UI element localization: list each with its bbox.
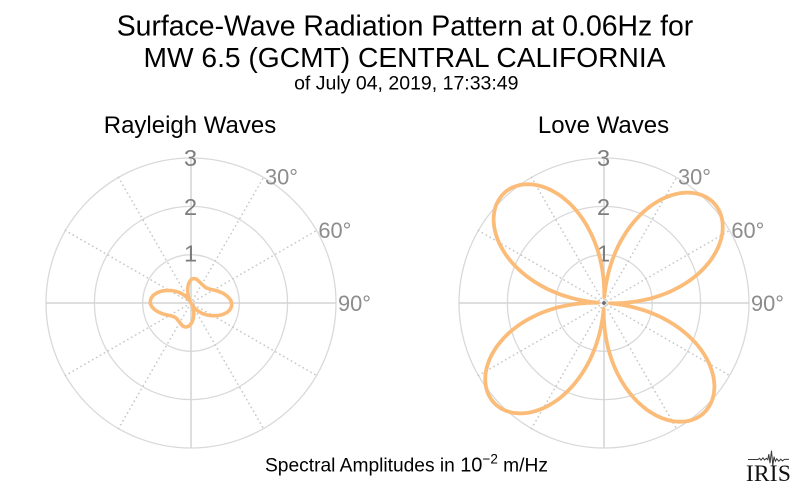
svg-text:30°: 30° bbox=[265, 164, 298, 189]
svg-text:2: 2 bbox=[597, 194, 610, 220]
svg-text:IRIS: IRIS bbox=[746, 461, 791, 487]
svg-text:MW 6.5 (GCMT) CENTRAL CALIFORN: MW 6.5 (GCMT) CENTRAL CALIFORNIA bbox=[143, 41, 665, 73]
svg-text:60°: 60° bbox=[731, 218, 764, 243]
svg-text:of July 04, 2019, 17:33:49: of July 04, 2019, 17:33:49 bbox=[294, 73, 518, 95]
svg-text:90°: 90° bbox=[751, 291, 784, 316]
svg-text:Rayleigh Waves: Rayleigh Waves bbox=[104, 112, 277, 139]
svg-text:60°: 60° bbox=[318, 218, 351, 243]
svg-text:Spectral Amplitudes in 10−2 m/: Spectral Amplitudes in 10−2 m/Hz bbox=[265, 451, 548, 476]
svg-text:Surface-Wave Radiation Pattern: Surface-Wave Radiation Pattern at 0.06Hz… bbox=[117, 11, 694, 43]
svg-text:Love Waves: Love Waves bbox=[538, 112, 669, 139]
svg-text:2: 2 bbox=[184, 194, 197, 220]
svg-text:30°: 30° bbox=[678, 164, 711, 189]
svg-text:1: 1 bbox=[184, 241, 197, 267]
svg-text:90°: 90° bbox=[338, 291, 371, 316]
svg-text:3: 3 bbox=[184, 145, 197, 171]
svg-text:3: 3 bbox=[597, 145, 610, 171]
